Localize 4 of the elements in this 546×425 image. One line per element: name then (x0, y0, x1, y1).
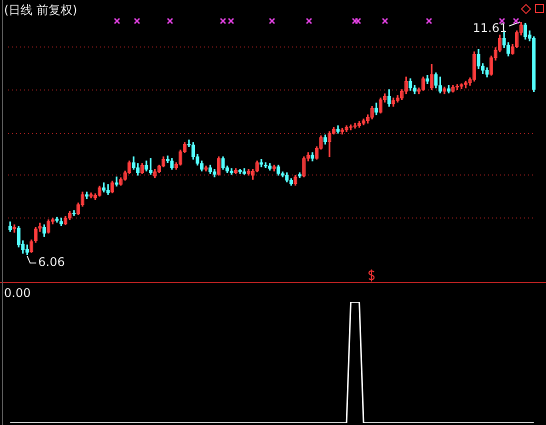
annotation: 6.06 (38, 255, 65, 270)
annotation: 11.61 (472, 21, 508, 36)
text: 0.00 (4, 286, 31, 300)
chart-title: (日线 前复权) (4, 2, 78, 19)
